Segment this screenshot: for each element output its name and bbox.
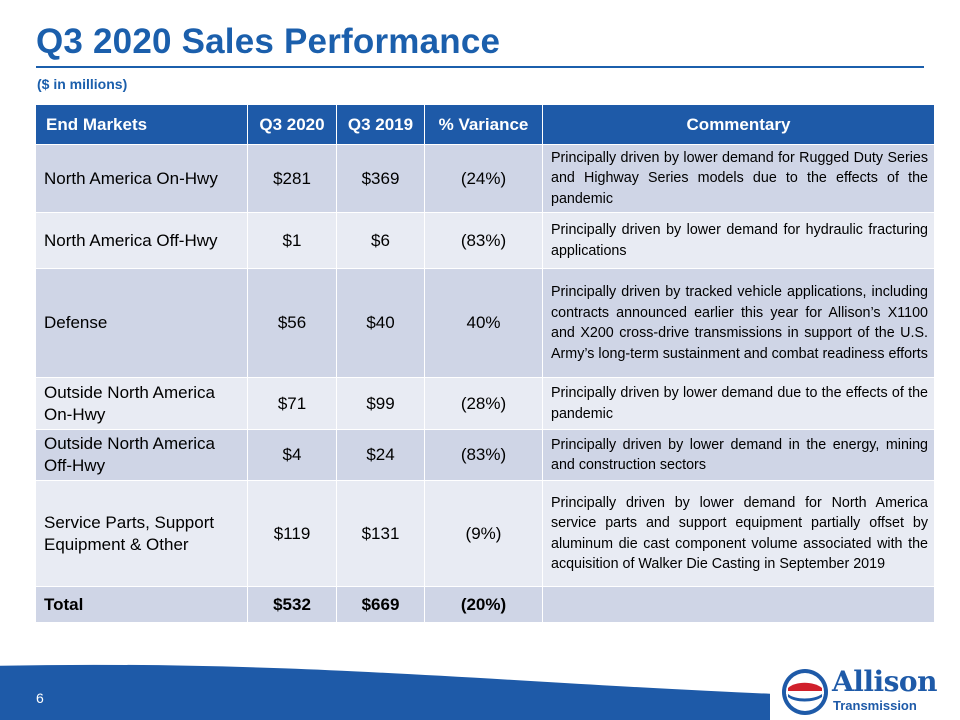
- q3-2019-cell: $40: [336, 268, 425, 379]
- q3-2020-cell: $281: [247, 143, 337, 214]
- header-end-markets: End Markets: [35, 104, 248, 145]
- table-header-row: End Markets Q3 2020 Q3 2019 % Variance C…: [35, 104, 935, 145]
- market-cell: Outside North America On-Hwy: [35, 377, 248, 431]
- q3-2019-cell: $669: [336, 586, 425, 624]
- sales-table: End Markets Q3 2020 Q3 2019 % Variance C…: [35, 104, 935, 624]
- variance-cell: (20%): [424, 586, 543, 624]
- commentary-cell: Principally driven by lower demand due t…: [542, 377, 935, 431]
- variance-cell: (83%): [424, 429, 543, 482]
- q3-2019-cell: $99: [336, 377, 425, 431]
- page-number: 6: [36, 690, 44, 706]
- allison-logo: Allison Transmission: [778, 664, 958, 720]
- logo-wordmark: Allison: [832, 665, 937, 698]
- market-cell: Defense: [35, 268, 248, 379]
- q3-2020-cell: $119: [247, 480, 337, 588]
- q3-2020-cell: $56: [247, 268, 337, 379]
- table-row: North America Off-Hwy $1 $6 (83%) Princi…: [35, 212, 935, 270]
- q3-2020-cell: $71: [247, 377, 337, 431]
- table-row: North America On-Hwy $281 $369 (24%) Pri…: [35, 143, 935, 214]
- footer-bar: [0, 663, 771, 720]
- commentary-cell: Principally driven by lower demand for N…: [542, 480, 935, 588]
- table-row: Service Parts, Support Equipment & Other…: [35, 480, 935, 588]
- header-q3-2020: Q3 2020: [247, 104, 337, 145]
- logo-subtext: Transmission: [833, 698, 917, 713]
- variance-cell: 40%: [424, 268, 543, 379]
- q3-2020-cell: $4: [247, 429, 337, 482]
- variance-cell: (28%): [424, 377, 543, 431]
- market-cell: Outside North America Off-Hwy: [35, 429, 248, 482]
- q3-2019-cell: $131: [336, 480, 425, 588]
- q3-2020-cell: $1: [247, 212, 337, 270]
- title-divider: [36, 66, 924, 68]
- page-title: Q3 2020 Sales Performance: [36, 22, 501, 61]
- variance-cell: (9%): [424, 480, 543, 588]
- commentary-cell: Principally driven by tracked vehicle ap…: [542, 268, 935, 379]
- header-q3-2019: Q3 2019: [336, 104, 425, 145]
- commentary-cell: Principally driven by lower demand for h…: [542, 212, 935, 270]
- variance-cell: (83%): [424, 212, 543, 270]
- table-row: Outside North America Off-Hwy $4 $24 (83…: [35, 429, 935, 482]
- variance-cell: (24%): [424, 143, 543, 214]
- market-cell: North America Off-Hwy: [35, 212, 248, 270]
- header-variance: % Variance: [424, 104, 543, 145]
- q3-2019-cell: $6: [336, 212, 425, 270]
- commentary-cell: Principally driven by lower demand for R…: [542, 143, 935, 214]
- header-commentary: Commentary: [542, 104, 935, 145]
- allison-emblem-icon: [782, 669, 828, 715]
- market-cell: North America On-Hwy: [35, 143, 248, 214]
- table-row: Defense $56 $40 40% Principally driven b…: [35, 268, 935, 379]
- commentary-cell: Principally driven by lower demand in th…: [542, 429, 935, 482]
- q3-2020-cell: $532: [247, 586, 337, 624]
- units-note: ($ in millions): [37, 76, 128, 92]
- q3-2019-cell: $369: [336, 143, 425, 214]
- q3-2019-cell: $24: [336, 429, 425, 482]
- market-cell: Service Parts, Support Equipment & Other: [35, 480, 248, 588]
- market-cell: Total: [35, 586, 248, 624]
- commentary-cell: [542, 586, 935, 624]
- table-total-row: Total $532 $669 (20%): [35, 586, 935, 624]
- table-row: Outside North America On-Hwy $71 $99 (28…: [35, 377, 935, 431]
